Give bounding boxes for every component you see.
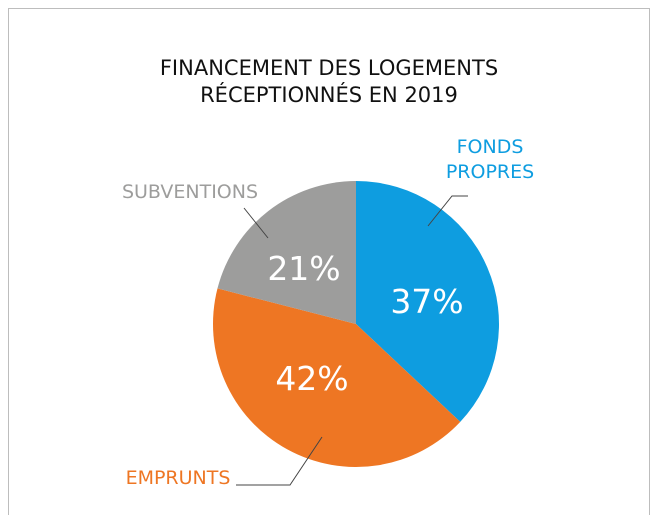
leader-line <box>236 436 323 486</box>
category-label: EMPRUNTS <box>125 467 231 489</box>
leader-line <box>243 207 269 239</box>
chart-title: RÉCEPTIONNÉS EN 2019 <box>200 82 458 107</box>
category-label: FONDS PROPRES <box>445 136 535 183</box>
leader-line <box>427 195 468 227</box>
pie-slice <box>213 288 461 467</box>
pie-slice <box>217 181 356 324</box>
chart-title: FINANCEMENT DES LOGEMENTS <box>160 56 498 80</box>
pie-slice <box>356 181 499 422</box>
data-label: 21% <box>267 249 340 288</box>
data-label: 37% <box>390 282 463 321</box>
category-label: SUBVENTIONS <box>121 181 259 203</box>
frame <box>8 8 650 515</box>
data-label: 42% <box>275 359 348 398</box>
